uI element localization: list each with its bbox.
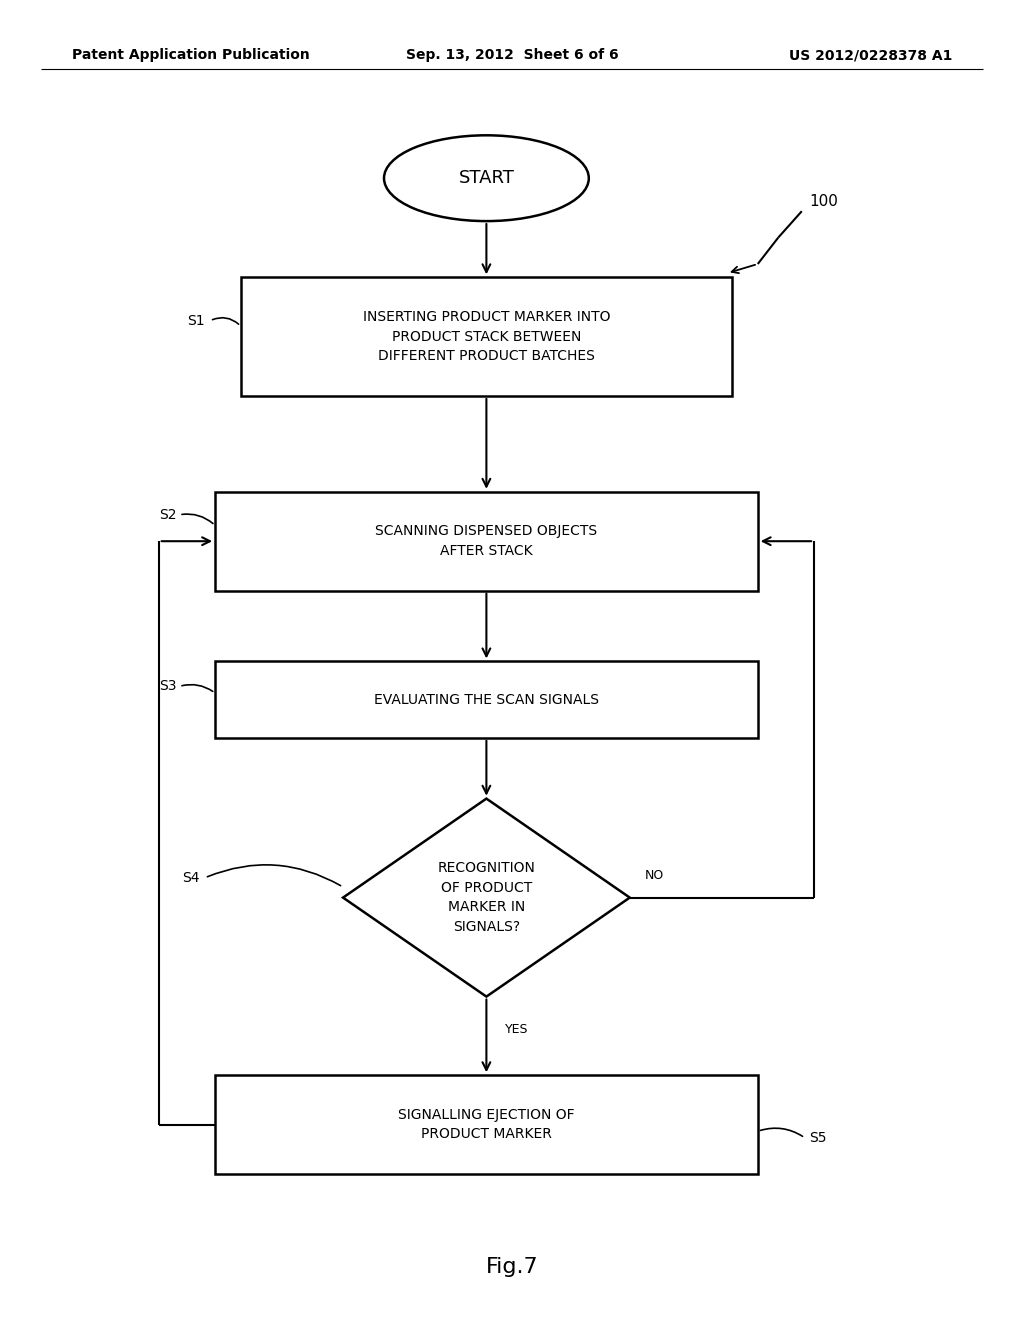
- Text: YES: YES: [505, 1023, 528, 1036]
- Text: Fig.7: Fig.7: [485, 1257, 539, 1278]
- Text: NO: NO: [645, 869, 665, 882]
- Text: START: START: [459, 169, 514, 187]
- Ellipse shape: [384, 135, 589, 222]
- Polygon shape: [343, 799, 630, 997]
- Text: EVALUATING THE SCAN SIGNALS: EVALUATING THE SCAN SIGNALS: [374, 693, 599, 706]
- Text: S4: S4: [182, 871, 200, 884]
- Bar: [215, 661, 758, 738]
- Text: RECOGNITION
OF PRODUCT
MARKER IN
SIGNALS?: RECOGNITION OF PRODUCT MARKER IN SIGNALS…: [437, 862, 536, 933]
- Bar: [215, 492, 758, 591]
- Bar: [215, 1074, 758, 1175]
- Text: Patent Application Publication: Patent Application Publication: [72, 49, 309, 62]
- Text: S3: S3: [159, 680, 176, 693]
- Text: S1: S1: [187, 314, 205, 327]
- Text: SCANNING DISPENSED OBJECTS
AFTER STACK: SCANNING DISPENSED OBJECTS AFTER STACK: [376, 524, 597, 558]
- Text: SIGNALLING EJECTION OF
PRODUCT MARKER: SIGNALLING EJECTION OF PRODUCT MARKER: [398, 1107, 574, 1142]
- Text: INSERTING PRODUCT MARKER INTO
PRODUCT STACK BETWEEN
DIFFERENT PRODUCT BATCHES: INSERTING PRODUCT MARKER INTO PRODUCT ST…: [362, 310, 610, 363]
- Text: 100: 100: [809, 194, 838, 210]
- Text: Sep. 13, 2012  Sheet 6 of 6: Sep. 13, 2012 Sheet 6 of 6: [406, 49, 618, 62]
- Bar: [241, 277, 732, 396]
- Text: US 2012/0228378 A1: US 2012/0228378 A1: [788, 49, 952, 62]
- Text: S2: S2: [159, 508, 176, 521]
- Text: S5: S5: [809, 1131, 826, 1144]
